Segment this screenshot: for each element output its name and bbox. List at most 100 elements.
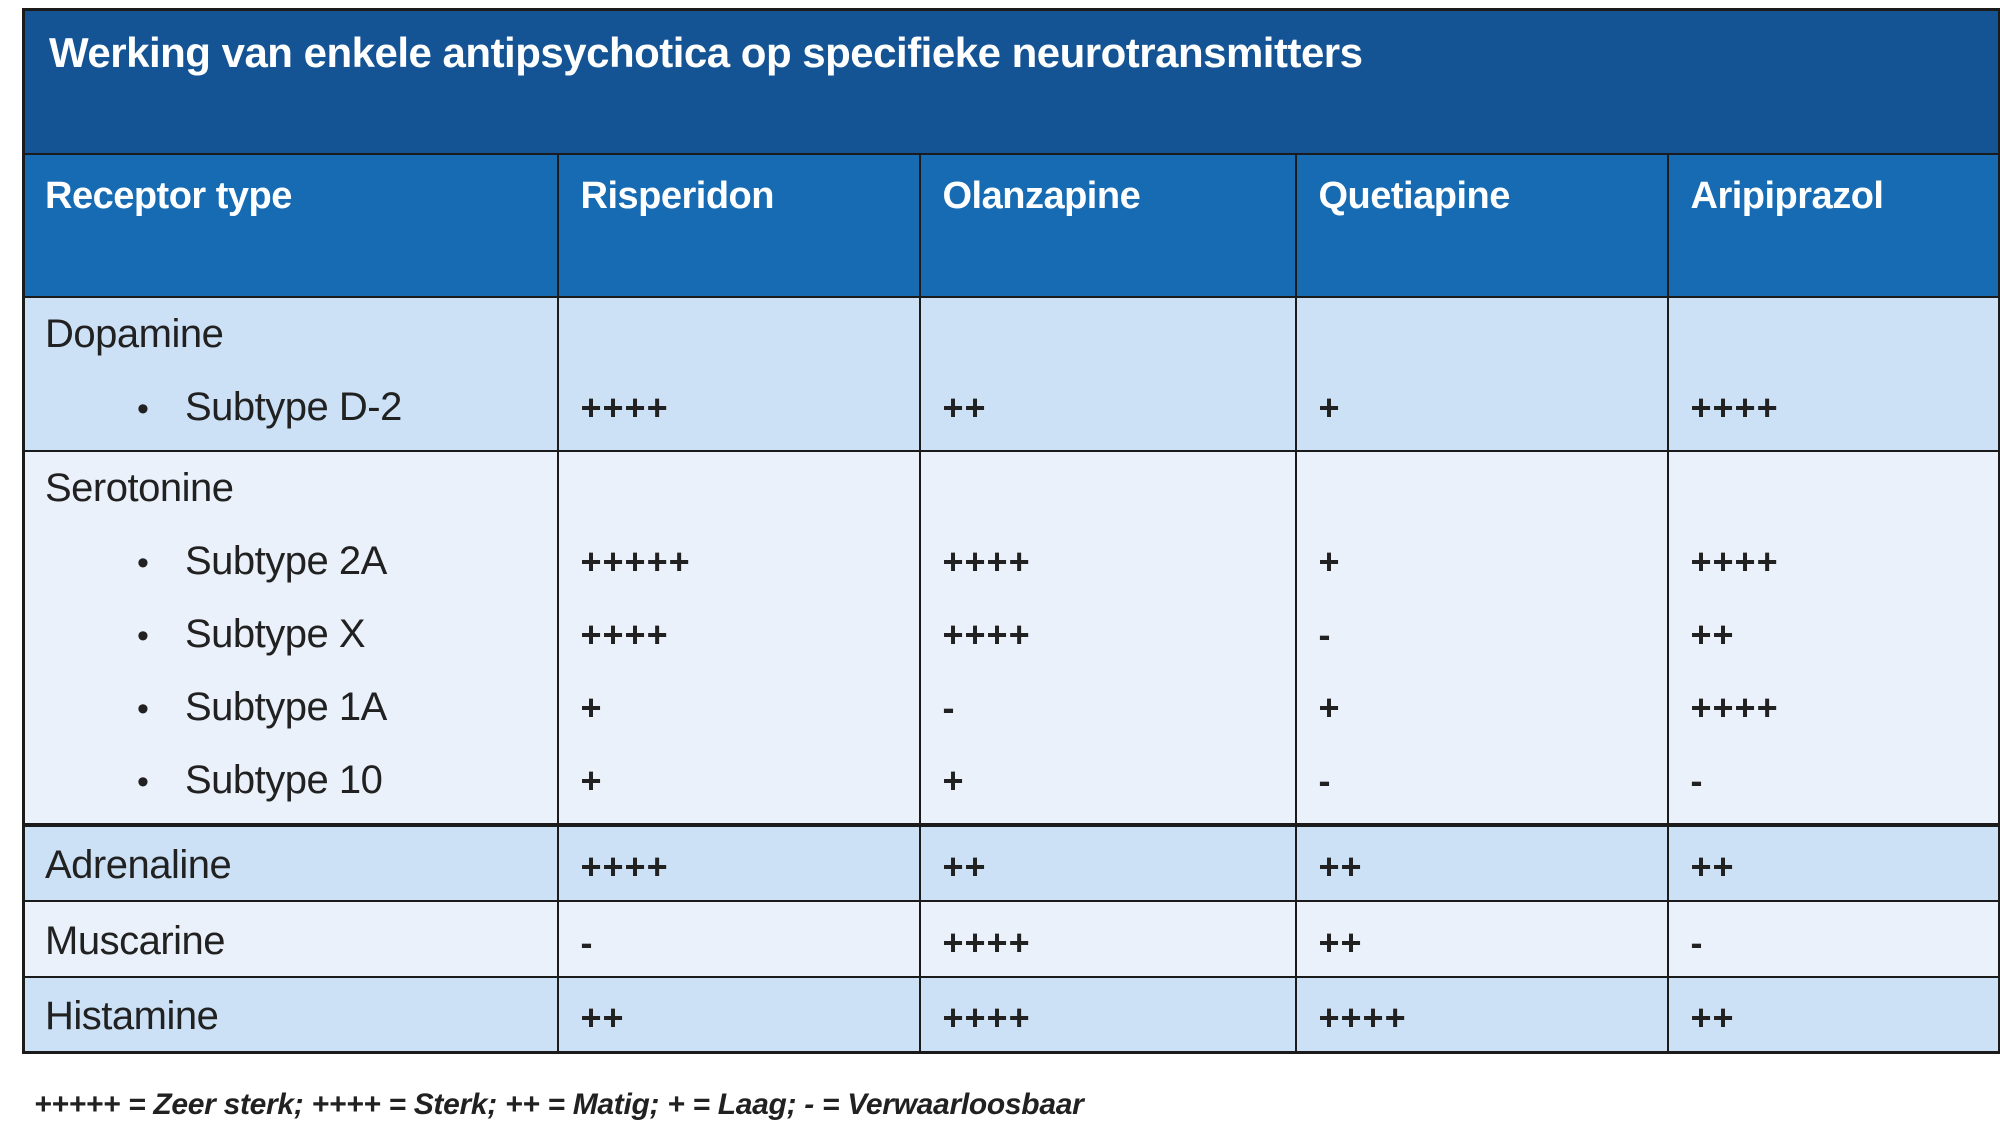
bullet-icon: • bbox=[137, 543, 149, 582]
affinity-value: ++++ bbox=[1690, 386, 1779, 428]
affinity-cell: ++ bbox=[1666, 822, 2000, 902]
receptor-subtype-label: Subtype D-2 bbox=[185, 384, 402, 429]
affinity-value: ++++ bbox=[942, 540, 1031, 582]
receptor-row: Adrenaline ++++ ++ ++ ++ bbox=[22, 822, 2000, 902]
receptor-group-cell: Dopamine • Subtype D-2 bbox=[22, 295, 559, 452]
affinity-value: ++ bbox=[942, 386, 987, 428]
receptor-group-label: Dopamine bbox=[45, 311, 224, 356]
affinity-value: ++++ bbox=[1318, 997, 1407, 1038]
receptor-subtype-label: Subtype 10 bbox=[185, 757, 383, 802]
affinity-value: ++ bbox=[580, 997, 625, 1038]
affinity-cell: ++++ bbox=[1666, 295, 2000, 452]
affinity-cell: ++++ ++ ++++ - bbox=[1666, 449, 2000, 826]
affinity-cell: ++ bbox=[918, 822, 1297, 902]
receptor-subtype: • Subtype X bbox=[26, 598, 556, 671]
affinity-value: - bbox=[942, 686, 956, 728]
affinity-value: + bbox=[580, 686, 603, 728]
affinity-cell: - bbox=[556, 899, 921, 978]
header-cell-risperidon: Risperidon bbox=[556, 152, 921, 298]
receptor-group-row: Serotonine • Subtype 2A • Subtype X • Subtype … bbox=[22, 449, 2000, 826]
bullet-icon: • bbox=[137, 616, 149, 655]
affinity-value: + bbox=[580, 759, 603, 801]
spacer-line bbox=[1298, 453, 1666, 525]
affinity-value: ++++ bbox=[580, 845, 669, 887]
affinity-value: + bbox=[1318, 386, 1341, 428]
affinity-value: - bbox=[1318, 759, 1332, 801]
affinity-value: - bbox=[580, 921, 594, 963]
column-header: Olanzapine bbox=[942, 174, 1141, 217]
affinity-value: + bbox=[1318, 540, 1341, 582]
affinity-value: ++++ bbox=[580, 386, 669, 428]
affinity-value: ++++ bbox=[1690, 540, 1779, 582]
affinity-value: +++++ bbox=[580, 540, 691, 582]
column-header: Quetiapine bbox=[1318, 174, 1511, 217]
antipsychotics-table: Werking van enkele antipsychotica op spe… bbox=[22, 8, 2000, 1054]
receptor-subtype: • Subtype D-2 bbox=[26, 371, 556, 444]
receptor-subtype-label: Subtype 2A bbox=[185, 538, 387, 583]
spacer-line bbox=[560, 453, 918, 525]
affinity-value: + bbox=[1318, 686, 1341, 728]
receptor-row: Histamine ++ ++++ ++++ ++ bbox=[22, 975, 2000, 1054]
receptor-subtype-label: Subtype 1A bbox=[185, 684, 387, 729]
affinity-value: ++++ bbox=[942, 997, 1031, 1038]
header-cell-aripiprazol: Aripiprazol bbox=[1666, 152, 2000, 298]
header-cell-receptor-type: Receptor type bbox=[22, 152, 559, 298]
affinity-cell: ++++ bbox=[556, 822, 921, 902]
spacer-line bbox=[1670, 453, 1998, 525]
affinity-value: - bbox=[1318, 613, 1332, 655]
affinity-value: ++ bbox=[1318, 921, 1363, 963]
table-title-row: Werking van enkele antipsychotica op spe… bbox=[22, 8, 2000, 155]
bullet-icon: • bbox=[137, 389, 149, 428]
table-header-row: Receptor type Risperidon Olanzapine Quet… bbox=[22, 152, 2000, 298]
header-cell-olanzapine: Olanzapine bbox=[918, 152, 1297, 298]
affinity-cell: ++ bbox=[1294, 899, 1669, 978]
affinity-cell: ++ bbox=[918, 295, 1297, 452]
affinity-cell: +++++ ++++ + + bbox=[556, 449, 921, 826]
table-title: Werking van enkele antipsychotica op spe… bbox=[49, 29, 1363, 76]
affinity-cell: + bbox=[1294, 295, 1669, 452]
affinity-cell: ++ bbox=[556, 975, 921, 1054]
receptor-label-cell: Histamine bbox=[22, 975, 559, 1054]
affinity-value: ++++ bbox=[580, 613, 669, 655]
receptor-subtype: • Subtype 10 bbox=[26, 744, 556, 817]
table-body: Werking van enkele antipsychotica op spe… bbox=[22, 8, 2000, 1054]
receptor-label: Muscarine bbox=[45, 918, 226, 963]
receptor-subtype-label: Subtype X bbox=[185, 611, 366, 656]
bullet-icon: • bbox=[137, 689, 149, 728]
column-header: Aripiprazol bbox=[1690, 174, 1884, 217]
affinity-cell: ++++ bbox=[918, 975, 1297, 1054]
affinity-value: ++ bbox=[1318, 845, 1363, 887]
affinity-value: ++++ bbox=[942, 613, 1031, 655]
receptor-label-cell: Adrenaline bbox=[22, 822, 559, 902]
header-cell-quetiapine: Quetiapine bbox=[1294, 152, 1669, 298]
spacer-line bbox=[1670, 299, 1998, 371]
column-header: Receptor type bbox=[45, 174, 292, 217]
affinity-value: ++ bbox=[942, 845, 987, 887]
spacer-line bbox=[922, 299, 1294, 371]
receptor-group-row: Dopamine • Subtype D-2 ++++ ++ + ++++ bbox=[22, 295, 2000, 452]
spacer-line bbox=[1298, 299, 1666, 371]
affinity-value: - bbox=[1690, 921, 1704, 963]
affinity-cell: + - + - bbox=[1294, 449, 1669, 826]
receptor-label: Adrenaline bbox=[45, 842, 232, 887]
affinity-value: ++ bbox=[1690, 845, 1735, 887]
receptor-group-label: Serotonine bbox=[45, 465, 234, 510]
receptor-label: Histamine bbox=[45, 994, 219, 1038]
column-header: Risperidon bbox=[580, 174, 775, 217]
bullet-icon: • bbox=[137, 762, 149, 801]
spacer-line bbox=[560, 299, 918, 371]
receptor-subtype: • Subtype 2A bbox=[26, 525, 556, 598]
legend-text: +++++ = Zeer sterk; ++++ = Sterk; ++ = M… bbox=[34, 1088, 1084, 1121]
affinity-cell: ++++ bbox=[918, 899, 1297, 978]
affinity-value: + bbox=[942, 759, 965, 801]
receptor-group-cell: Serotonine • Subtype 2A • Subtype X • Subtype … bbox=[22, 449, 559, 826]
affinity-value: ++++ bbox=[1690, 686, 1779, 728]
affinity-cell: ++++ bbox=[1294, 975, 1669, 1054]
affinity-value: - bbox=[1690, 759, 1704, 801]
affinity-cell: ++ bbox=[1294, 822, 1669, 902]
affinity-value: ++++ bbox=[942, 921, 1031, 963]
receptor-row: Muscarine - ++++ ++ - bbox=[22, 899, 2000, 978]
spacer-line bbox=[922, 453, 1294, 525]
affinity-value: ++ bbox=[1690, 613, 1735, 655]
affinity-cell: ++++ bbox=[556, 295, 921, 452]
